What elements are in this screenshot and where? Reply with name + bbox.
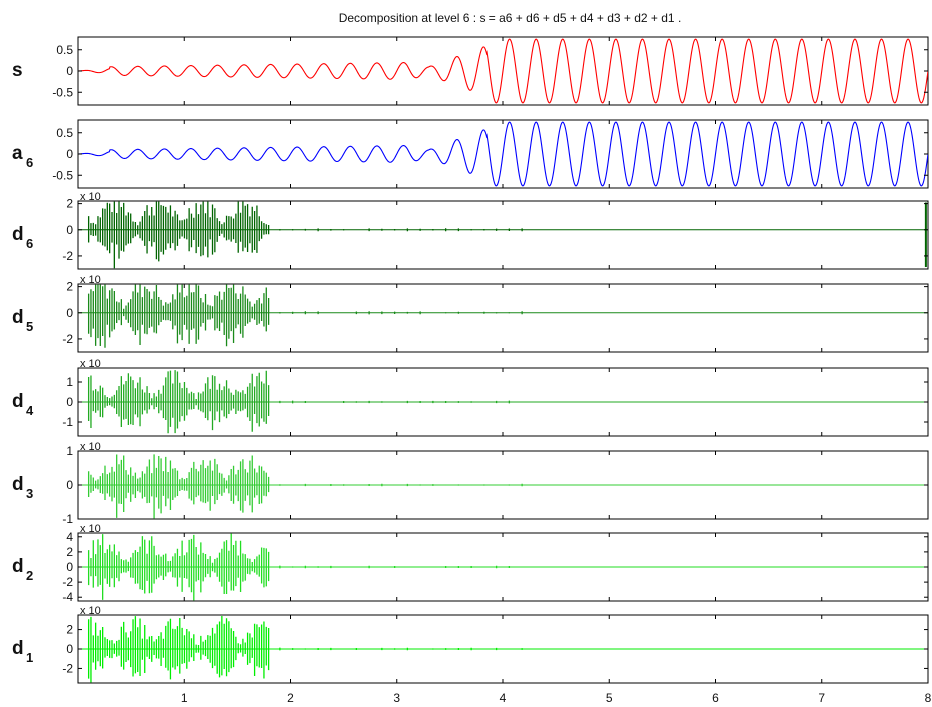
xtick-label-7: 7 xyxy=(818,691,825,705)
ytick-label-d3-1: 0 xyxy=(66,478,73,492)
x-axis-tick-labels: 1 2 3 4 5 6 7 8 xyxy=(181,691,932,705)
subplot-a6: 0.5 0 -0.5 a 6 xyxy=(12,119,929,189)
ytick-label-s-0: 0.5 xyxy=(56,43,73,57)
subplot-d2: 420-2-4x 10d 2 xyxy=(12,523,929,604)
ytick-label-d2-3: -2 xyxy=(62,575,73,589)
ytick-label-d6-0: 2 xyxy=(66,197,73,211)
ytick-label-a6-1: 0 xyxy=(66,147,73,161)
ylabel-sub-d2: 2 xyxy=(26,568,33,583)
chart-title: Decomposition at level 6 : s = a6 + d6 +… xyxy=(339,11,682,25)
ytick-label-a6-0: 0.5 xyxy=(56,126,73,140)
exponent-label-d4: x 10 xyxy=(80,358,101,370)
ylabel-s: s xyxy=(12,60,23,81)
ylabel-d6: d xyxy=(12,224,24,245)
ylabel-d5: d xyxy=(12,307,24,328)
ytick-label-d1-0: 2 xyxy=(66,623,73,637)
ytick-label-d5-0: 2 xyxy=(66,280,73,294)
xtick-label-8: 8 xyxy=(925,691,932,705)
series-bursts-d4 xyxy=(87,370,523,434)
ytick-label-d2-2: 0 xyxy=(66,560,73,574)
ytick-label-d6-1: 0 xyxy=(66,223,73,237)
ytick-label-d2-0: 4 xyxy=(66,530,73,544)
ylabel-sub-d5: 5 xyxy=(26,319,33,334)
subplot-d4: 1 0 -1 x 10 d 4 xyxy=(12,358,929,437)
xtick-label-3: 3 xyxy=(393,691,400,705)
exponent-label-d1: x 10 xyxy=(80,605,101,617)
series-bursts-d3 xyxy=(87,454,523,519)
exponent-label-d5: x 10 xyxy=(80,274,101,286)
series-line-a6 xyxy=(78,121,928,187)
subplot-d3: 1 0 -1 x 10 d 3 xyxy=(12,441,929,526)
ytick-label-d4-0: 1 xyxy=(66,375,73,389)
series-bursts-d1 xyxy=(87,615,523,683)
exponent-label-d2: x 10 xyxy=(80,523,101,535)
ylabel-sub-d1: 1 xyxy=(26,650,33,665)
xtick-label-4: 4 xyxy=(500,691,507,705)
ytick-label-d1-1: 0 xyxy=(66,642,73,656)
ytick-label-d2-4: -4 xyxy=(62,590,73,604)
series-line-s xyxy=(78,38,928,104)
series-bursts-d5 xyxy=(87,284,523,348)
ytick-label-d4-2: -1 xyxy=(62,415,73,429)
ylabel-sub-d3: 3 xyxy=(26,486,33,501)
ytick-label-d3-2: -1 xyxy=(62,512,73,526)
xtick-label-1: 1 xyxy=(181,691,188,705)
xtick-label-2: 2 xyxy=(287,691,294,705)
subplot-s: 0.5 0 -0.5 s xyxy=(12,36,929,106)
ytick-label-d5-2: -2 xyxy=(62,332,73,346)
subplot-d6: 2 0 -2 x 10 d 6 xyxy=(12,191,929,270)
ytick-label-d1-2: -2 xyxy=(62,661,73,675)
xtick-label-6: 6 xyxy=(712,691,719,705)
ytick-label-a6-2: -0.5 xyxy=(52,168,73,182)
subplot-stack: 0.50-0.5s0.50-0.5a 620-2x 10d 620-2x 10d 51… xyxy=(12,36,929,684)
ytick-label-d3-0: 1 xyxy=(66,444,73,458)
series-bursts-d6 xyxy=(87,201,523,269)
ytick-label-d2-1: 2 xyxy=(66,545,73,559)
subplot-d1: 2 0 -2 x 10 d 1 xyxy=(12,605,929,684)
ytick-label-d5-1: 0 xyxy=(66,306,73,320)
ylabel-sub-d4: 4 xyxy=(26,403,34,418)
ylabel-d2: d xyxy=(12,556,24,577)
exponent-label-d6: x 10 xyxy=(80,191,101,203)
exponent-label-d3: x 10 xyxy=(80,441,101,453)
ylabel-sub-a6: 6 xyxy=(26,155,33,170)
ytick-label-d6-2: -2 xyxy=(62,249,73,263)
ylabel-sub-d6: 6 xyxy=(26,236,33,251)
ylabel-d4: d xyxy=(12,391,24,412)
ytick-label-s-1: 0 xyxy=(66,64,73,78)
ytick-label-d4-1: 0 xyxy=(66,395,73,409)
xtick-label-5: 5 xyxy=(606,691,613,705)
series-bursts-d2 xyxy=(87,533,523,601)
subplot-d5: 2 0 -2 x 10 d 5 xyxy=(12,274,929,353)
ytick-label-s-2: -0.5 xyxy=(52,85,73,99)
ylabel-d1: d xyxy=(12,638,24,659)
ylabel-d3: d xyxy=(12,474,24,495)
ylabel-a6: a xyxy=(12,143,23,164)
